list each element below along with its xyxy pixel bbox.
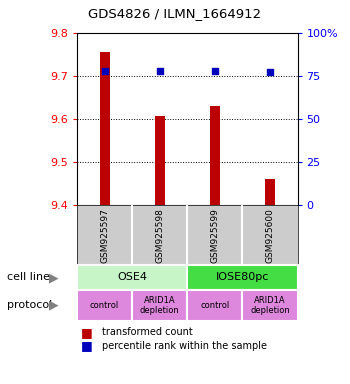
Text: GSM925597: GSM925597 [100,208,109,263]
Bar [187,265,298,290]
Text: GSM925600: GSM925600 [265,208,274,263]
Bar [210,106,220,205]
Text: protocol: protocol [7,300,52,310]
Text: ■: ■ [80,326,92,339]
Text: IOSE80pc: IOSE80pc [216,272,269,283]
Text: GSM925599: GSM925599 [210,208,219,263]
Point [212,68,218,74]
Bar [265,179,275,205]
Text: OSE4: OSE4 [117,272,147,283]
Text: GSM925598: GSM925598 [155,208,164,263]
Text: percentile rank within the sample: percentile rank within the sample [102,341,266,351]
Text: ARID1A
depletion: ARID1A depletion [140,296,180,315]
Point [157,68,162,74]
Bar [100,52,110,205]
Bar [77,265,187,290]
Text: ▶: ▶ [49,299,59,312]
Bar [132,290,187,321]
Text: ARID1A
depletion: ARID1A depletion [250,296,290,315]
Text: transformed count: transformed count [102,327,192,337]
Text: ■: ■ [80,339,92,352]
Text: ▶: ▶ [49,271,59,284]
Bar [187,290,242,321]
Point [267,69,273,75]
Bar [77,290,132,321]
Text: GDS4826 / ILMN_1664912: GDS4826 / ILMN_1664912 [89,7,261,20]
Text: control: control [90,301,119,310]
Point [102,68,107,74]
Bar [155,116,164,205]
Text: cell line: cell line [7,272,50,283]
Text: control: control [200,301,230,310]
Bar [242,290,298,321]
